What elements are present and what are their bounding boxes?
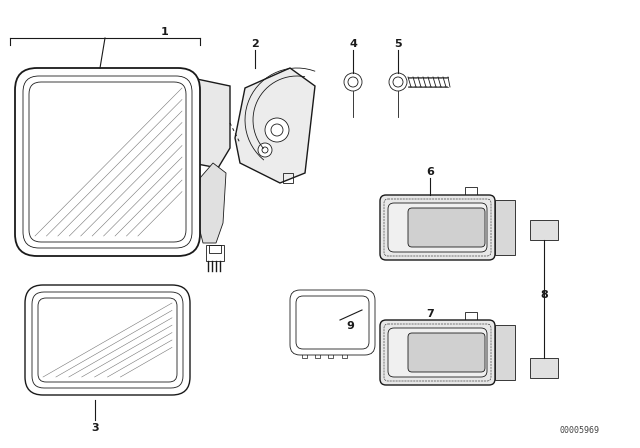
FancyBboxPatch shape: [23, 76, 192, 248]
FancyBboxPatch shape: [408, 208, 485, 247]
Text: 5: 5: [394, 39, 402, 49]
Polygon shape: [495, 325, 515, 380]
FancyBboxPatch shape: [380, 195, 495, 260]
Circle shape: [265, 118, 289, 142]
Circle shape: [258, 143, 272, 157]
FancyBboxPatch shape: [25, 285, 190, 395]
Text: 7: 7: [426, 309, 434, 319]
FancyBboxPatch shape: [408, 333, 485, 372]
Circle shape: [389, 73, 407, 91]
Polygon shape: [192, 78, 230, 168]
FancyBboxPatch shape: [380, 320, 495, 385]
Text: 2: 2: [251, 39, 259, 49]
Text: 3: 3: [91, 423, 99, 433]
Text: 8: 8: [540, 290, 548, 300]
FancyBboxPatch shape: [388, 203, 487, 252]
Circle shape: [344, 73, 362, 91]
FancyBboxPatch shape: [388, 328, 487, 377]
Text: 9: 9: [346, 321, 354, 331]
FancyBboxPatch shape: [296, 296, 369, 349]
Text: 1: 1: [161, 27, 169, 37]
FancyBboxPatch shape: [29, 82, 186, 242]
Polygon shape: [530, 220, 558, 240]
Text: 4: 4: [349, 39, 357, 49]
Polygon shape: [530, 358, 558, 378]
FancyBboxPatch shape: [32, 292, 183, 388]
FancyBboxPatch shape: [290, 290, 375, 355]
Text: 6: 6: [426, 167, 434, 177]
Polygon shape: [198, 163, 226, 243]
Circle shape: [408, 323, 412, 327]
FancyBboxPatch shape: [38, 298, 177, 382]
Polygon shape: [235, 68, 315, 183]
FancyBboxPatch shape: [15, 68, 200, 256]
Circle shape: [428, 323, 432, 327]
Polygon shape: [495, 200, 515, 255]
Text: 00005969: 00005969: [560, 426, 600, 435]
